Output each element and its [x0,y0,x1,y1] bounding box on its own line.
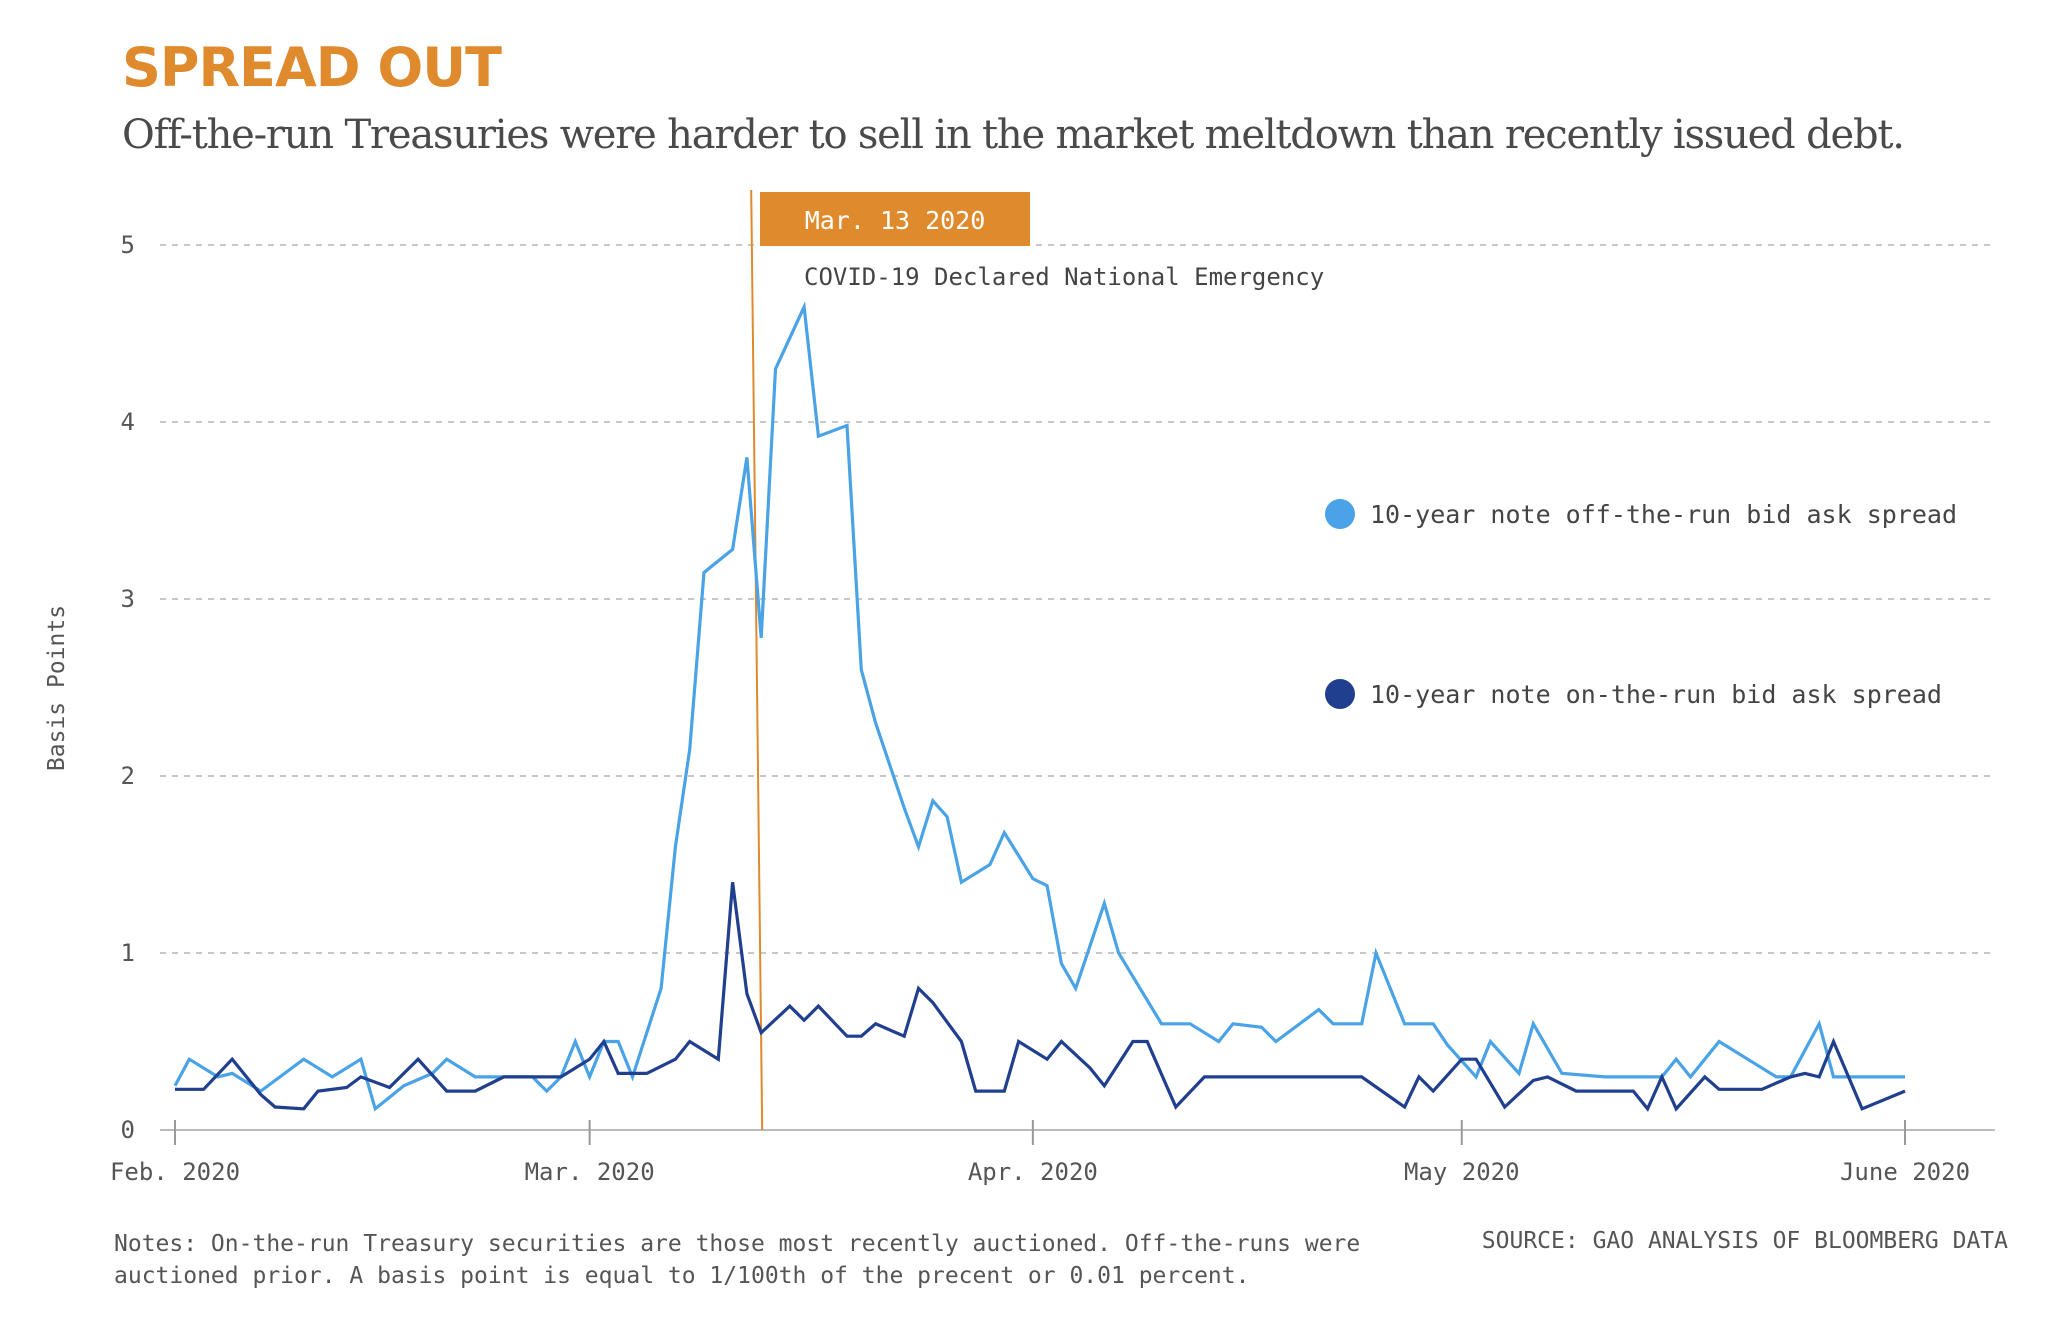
x-tick-label: Apr. 2020 [968,1158,1098,1186]
series-line [175,881,1906,1112]
legend-label: 10-year note off-the-run bid ask spread [1370,500,1957,529]
chart-title: SPREAD OUT [122,36,502,99]
legend-marker [1325,499,1355,529]
y-axis-label: Basis Points [44,605,70,771]
chart-subtitle: Off-the-run Treasuries were harder to se… [122,112,1905,158]
y-tick-label: 0 [121,1116,135,1144]
x-tick-label: June 2020 [1840,1158,1970,1186]
grid-lines [160,244,1995,954]
x-tick-label: Mar. 2020 [525,1158,655,1186]
x-axis: Feb. 2020 Mar. 2020 Apr. 2020 May 2020 June … [110,1120,1995,1186]
annotation-text: COVID-19 Declared National Emergency [804,263,1324,291]
series-lines [173,301,1906,1112]
legend-label: 10-year note on-the-run bid ask spread [1370,680,1942,709]
x-tick-label: May 2020 [1404,1158,1520,1186]
y-tick-label: 3 [121,585,135,613]
y-tick-label: 1 [121,939,135,967]
legend: 10-year note off-the-run bid ask spread 1… [1325,499,1957,709]
annotation-label: Mar. 13 2020 [805,206,986,235]
annotation-line [750,189,764,1131]
chart-notes: Notes: On-the-run Treasury securities ar… [114,1231,1361,1289]
y-tick-label: 2 [121,762,135,790]
annotation: Mar. 13 2020 COVID-19 Declared National E… [750,189,1324,1131]
y-tick-label: 4 [121,408,135,436]
legend-marker [1325,679,1355,709]
y-axis: 0 1 2 3 4 5 [121,231,135,1144]
y-tick-label: 5 [121,231,135,259]
annotation-box [760,192,1030,246]
chart-source: SOURCE: GAO ANALYSIS OF BLOOMBERG DATA [1481,1228,2008,1254]
x-tick-label: Feb. 2020 [110,1158,240,1186]
